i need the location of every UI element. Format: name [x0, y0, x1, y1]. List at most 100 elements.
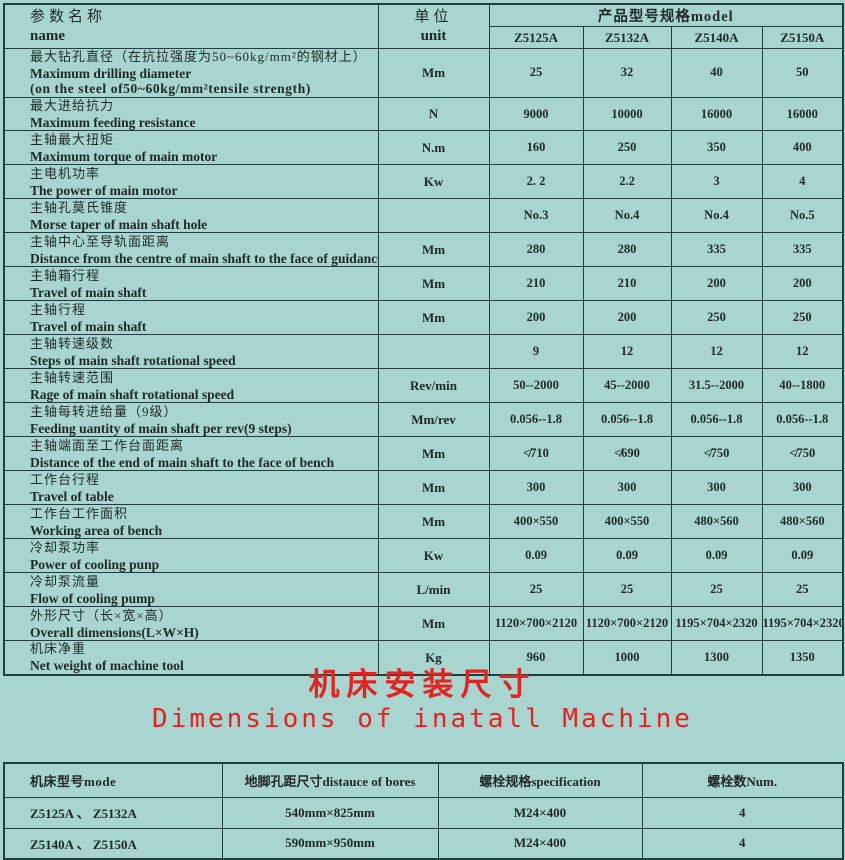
param-zh: 主轴转速范围	[30, 369, 115, 385]
param-zh: 主轴中心至导轨面距离	[30, 233, 171, 249]
spec-row-feed-per-rev: 主轴每转进给量（9级） Feeding uantity of main shaf…	[3, 402, 844, 438]
param-en: Flow of cooling pump	[30, 590, 155, 606]
param-en: Travel of main shaft	[30, 284, 147, 300]
value-cell: 1195×704×2320	[670, 606, 763, 642]
spec-row-speed-steps: 主轴转速级数 Steps of main shaft rotational sp…	[3, 334, 844, 370]
param-en: Travel of main shaft	[30, 318, 147, 334]
param-en: Maximum torque of main motor	[30, 148, 218, 164]
unit-cell	[377, 198, 490, 234]
value-cell: 25	[670, 572, 763, 608]
value-cell: 25	[582, 572, 672, 608]
value-cell: 0.056--1.8	[761, 402, 844, 438]
unit-cell: Kw	[377, 538, 490, 574]
unit-cell: Mm/rev	[377, 402, 490, 438]
install-header-model: 机床型号mode	[3, 762, 223, 798]
value-cell: ≮750	[670, 436, 763, 472]
unit-cell: Rev/min	[377, 368, 490, 404]
value-cell: 300	[670, 470, 763, 506]
model-header: Z5132A	[582, 26, 672, 49]
param-name-cell: 主轴箱行程 Travel of main shaft	[3, 266, 379, 302]
value-cell: 200	[582, 300, 672, 336]
value-cell: 32	[582, 48, 672, 98]
value-cell: 40--1800	[761, 368, 844, 404]
spec-row-end-to-bench: 主轴端面至工作台面距离 Distance of the end of main …	[3, 436, 844, 472]
value-cell: 280	[488, 232, 584, 268]
unit-cell: Kg	[377, 640, 490, 676]
value-cell: 1120×700×2120	[488, 606, 584, 642]
spec-row-pump-flow: 冷却泵流量 Flow of cooling pump L/min 25 25 2…	[3, 572, 844, 608]
param-zh: 主电机功率	[30, 165, 101, 181]
param-zh: 冷却泵流量	[30, 573, 101, 589]
install-header-spec: 螺栓规格specification	[437, 762, 643, 798]
unit-cell: Mm	[377, 436, 490, 472]
model-header: Z5140A	[670, 26, 763, 49]
install-num-cell: 4	[641, 827, 844, 860]
param-en: Working area of bench	[30, 522, 163, 538]
param-name-cell: 主轴行程 Travel of main shaft	[3, 300, 379, 336]
unit-cell	[377, 334, 490, 370]
value-cell: 400×550	[582, 504, 672, 540]
value-cell: 0.056--1.8	[670, 402, 763, 438]
param-zh: 外形尺寸（长×宽×高）	[30, 607, 173, 623]
unit-cell: Mm	[377, 504, 490, 540]
value-cell: 1195×704×2320	[761, 606, 844, 642]
value-cell: No.3	[488, 198, 584, 234]
spec-row-table-travel: 工作台行程 Travel of table Mm 300 300 300 300	[3, 470, 844, 506]
value-cell: 200	[670, 266, 763, 302]
installation-table: 机床型号mode 地脚孔距尺寸distauce of bores 螺栓规格spe…	[3, 762, 844, 860]
param-name-cell: 最大钻孔直径（在抗拉强度为50~60kg/mm²的钢材上） Maximum dr…	[3, 48, 379, 98]
header-row-group: 参数名称 name 单位 unit 产品型号规格model	[3, 3, 844, 49]
param-name-cell: 工作台工作面积 Working area of bench	[3, 504, 379, 540]
install-header-num: 螺栓数Num.	[641, 762, 844, 798]
install-header-bores: 地脚孔距尺寸distauce of bores	[221, 762, 439, 798]
param-name-cell: 外形尺寸（长×宽×高） Overall dimensions(L×W×H)	[3, 606, 379, 642]
param-name-cell: 主轴中心至导轨面距离 Distance from the centre of m…	[3, 232, 379, 268]
value-cell: 31.5--2000	[670, 368, 763, 404]
value-cell: 40	[670, 48, 763, 98]
spec-row-speed-range: 主轴转速范围 Rage of main shaft rotational spe…	[3, 368, 844, 404]
spec-row-morse-taper: 主轴孔莫氏锥度 Morse taper of main shaft hole N…	[3, 198, 844, 234]
value-cell: 2.2	[582, 164, 672, 200]
value-cell: 300	[761, 470, 844, 506]
spec-row-centre-distance: 主轴中心至导轨面距离 Distance from the centre of m…	[3, 232, 844, 268]
spec-row-max-torque: 主轴最大扭矩 Maximum torque of main motor N.m …	[3, 130, 844, 166]
value-cell: 3	[670, 164, 763, 200]
spec-row-drilling-diameter: 最大钻孔直径（在抗拉强度为50~60kg/mm²的钢材上） Maximum dr…	[3, 48, 844, 98]
unit-cell: L/min	[377, 572, 490, 608]
value-cell: 0.09	[761, 538, 844, 574]
install-model-cell: Z5140A 、 Z5150A	[3, 827, 223, 860]
param-en: Rage of main shaft rotational speed	[30, 386, 235, 402]
value-cell: 250	[670, 300, 763, 336]
unit-cell: Mm	[377, 470, 490, 506]
install-model-cell: Z5125A 、 Z5132A	[3, 796, 223, 829]
value-cell: 9000	[488, 96, 584, 132]
unit-cell: Mm	[377, 300, 490, 336]
header-name-en: name	[30, 27, 65, 44]
value-cell: 350	[670, 130, 763, 166]
value-cell: 210	[582, 266, 672, 302]
param-zh: 工作台工作面积	[30, 505, 129, 521]
install-header-model-label: 机床型号mode	[30, 773, 117, 789]
value-cell: 250	[582, 130, 672, 166]
param-en: Maximum feeding resistance	[30, 114, 196, 130]
param-name-cell: 最大进给抗力 Maximum feeding resistance	[3, 96, 379, 132]
param-name-cell: 主轴转速级数 Steps of main shaft rotational sp…	[3, 334, 379, 370]
param-en: Steps of main shaft rotational speed	[30, 352, 236, 368]
value-cell: 210	[488, 266, 584, 302]
value-cell: ≮750	[761, 436, 844, 472]
param-zh: 最大进给抗力	[30, 97, 115, 113]
param-zh: 最大钻孔直径（在抗拉强度为50~60kg/mm²的钢材上）	[30, 49, 367, 64]
value-cell: ≮710	[488, 436, 584, 472]
param-en: Travel of table	[30, 488, 114, 504]
value-cell: 960	[488, 640, 584, 676]
value-cell: 0.09	[582, 538, 672, 574]
model-header: Z5150A	[761, 26, 844, 49]
specifications-table: 参数名称 name 单位 unit 产品型号规格model Z5125A Z51…	[3, 3, 845, 676]
param-zh: 工作台行程	[30, 471, 101, 487]
unit-cell: Mm	[377, 48, 490, 98]
header-unit-zh: 单位	[414, 9, 453, 26]
param-name-cell: 主轴每转进给量（9级） Feeding uantity of main shaf…	[3, 402, 379, 438]
value-cell: 480×560	[761, 504, 844, 540]
unit-cell: Kw	[377, 164, 490, 200]
value-cell: 200	[488, 300, 584, 336]
